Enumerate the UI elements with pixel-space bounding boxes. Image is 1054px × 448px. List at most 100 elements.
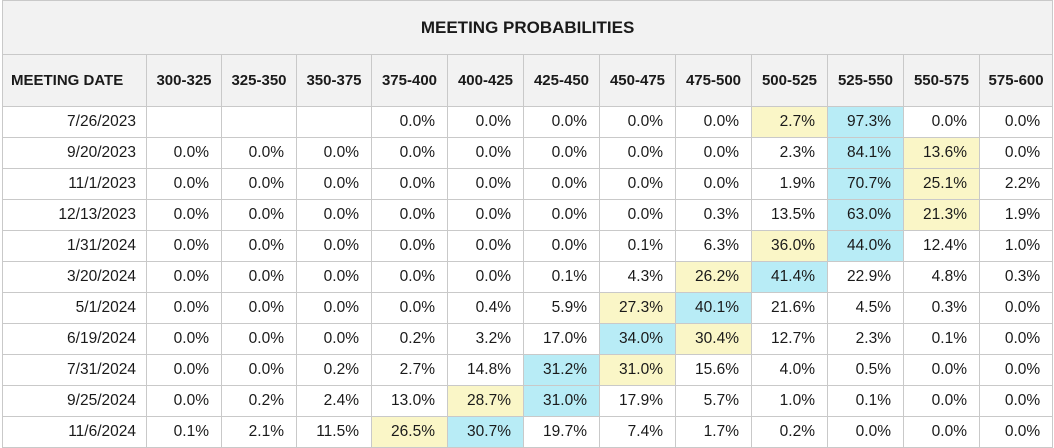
meeting-date-cell: 9/25/2024 (2, 385, 147, 417)
probability-cell: 0.0% (978, 416, 1054, 448)
probability-cell: 84.1% (827, 137, 904, 169)
table-body: 7/26/2023 0.0% 0.0% 0.0% 0.0% 0.0% 2.7% 97.3% 0.… (2, 106, 1054, 448)
probability-cell: 0.0% (599, 106, 676, 138)
probability-cell: 0.0% (978, 292, 1054, 324)
probability-cell: 0.0% (146, 385, 222, 417)
meeting-date-cell: 1/31/2024 (2, 230, 147, 262)
probability-cell: 0.0% (296, 230, 372, 262)
probability-cell: 0.0% (371, 137, 448, 169)
probability-cell: 0.0% (371, 199, 448, 231)
probability-cell: 0.0% (371, 168, 448, 200)
probability-cell: 1.9% (978, 199, 1054, 231)
probability-cell: 0.0% (978, 323, 1054, 355)
probability-cell: 31.2% (523, 354, 600, 386)
table-title: MEETING PROBABILITIES (1, 0, 1054, 55)
column-header-375-400: 375-400 (371, 54, 448, 107)
probability-cell: 0.0% (447, 168, 524, 200)
probability-cell: 0.0% (447, 106, 524, 138)
probability-cell: 0.0% (146, 261, 222, 293)
meeting-date-cell: 11/6/2024 (2, 416, 147, 448)
probability-cell: 0.0% (675, 137, 752, 169)
probability-cell: 0.3% (903, 292, 980, 324)
probability-cell: 21.6% (751, 292, 828, 324)
probability-cell: 21.3% (903, 199, 980, 231)
meeting-date-cell: 12/13/2023 (2, 199, 147, 231)
probability-cell: 0.0% (221, 230, 297, 262)
probability-cell: 31.0% (523, 385, 600, 417)
column-header-475-500: 475-500 (675, 54, 752, 107)
probability-cell: 63.0% (827, 199, 904, 231)
column-header-525-550: 525-550 (827, 54, 904, 107)
probability-cell: 2.4% (296, 385, 372, 417)
meeting-date-cell: 6/19/2024 (2, 323, 147, 355)
table-row: 7/26/2023 0.0% 0.0% 0.0% 0.0% 0.0% 2.7% 97.3% 0.… (2, 106, 1054, 138)
probability-cell: 0.1% (523, 261, 600, 293)
table-row: 11/1/2023 0.0% 0.0% 0.0% 0.0% 0.0% 0.0% 0.0% 0.0… (2, 168, 1054, 200)
probability-cell: 14.8% (447, 354, 524, 386)
probability-cell: 0.0% (146, 199, 222, 231)
probability-cell: 0.0% (447, 230, 524, 262)
probability-cell: 2.2% (978, 168, 1054, 200)
probability-cell: 13.0% (371, 385, 448, 417)
probability-cell (221, 106, 297, 138)
probability-cell: 0.1% (146, 416, 222, 448)
probability-cell: 5.7% (675, 385, 752, 417)
probability-cell: 0.0% (978, 137, 1054, 169)
probability-cell: 36.0% (751, 230, 828, 262)
probability-cell: 0.0% (903, 416, 980, 448)
probability-cell: 31.0% (599, 354, 676, 386)
column-header-500-525: 500-525 (751, 54, 828, 107)
probability-cell: 3.2% (447, 323, 524, 355)
probability-cell: 26.2% (675, 261, 752, 293)
probability-cell: 4.5% (827, 292, 904, 324)
probability-cell: 0.0% (221, 323, 297, 355)
table-row: 7/31/2024 0.0% 0.0% 0.2% 2.7% 14.8% 31.2% 31.0%… (2, 354, 1054, 386)
probability-cell: 28.7% (447, 385, 524, 417)
probability-cell: 0.2% (371, 323, 448, 355)
probability-cell: 0.0% (221, 137, 297, 169)
meeting-date-cell: 9/20/2023 (2, 137, 147, 169)
probability-cell: 25.1% (903, 168, 980, 200)
probability-cell: 1.9% (751, 168, 828, 200)
probability-cell: 2.7% (371, 354, 448, 386)
table-row: 12/13/2023 0.0% 0.0% 0.0% 0.0% 0.0% 0.0% 0.0% 0.… (2, 199, 1054, 231)
probability-cell: 0.1% (599, 230, 676, 262)
probability-cell: 4.0% (751, 354, 828, 386)
column-header-550-575: 550-575 (903, 54, 980, 107)
probability-cell: 0.0% (523, 199, 600, 231)
probability-cell: 2.7% (751, 106, 828, 138)
probability-cell: 0.0% (221, 354, 297, 386)
probability-cell: 2.3% (751, 137, 828, 169)
probability-cell: 0.0% (221, 168, 297, 200)
probability-cell: 0.0% (523, 168, 600, 200)
meeting-date-cell: 3/20/2024 (2, 261, 147, 293)
probability-cell: 70.7% (827, 168, 904, 200)
meeting-date-cell: 11/1/2023 (2, 168, 147, 200)
probability-cell: 1.0% (978, 230, 1054, 262)
probability-cell: 40.1% (675, 292, 752, 324)
probability-cell: 0.0% (296, 261, 372, 293)
probability-cell: 0.3% (978, 261, 1054, 293)
probability-cell: 11.5% (296, 416, 372, 448)
probability-cell: 0.0% (221, 292, 297, 324)
probability-cell: 15.6% (675, 354, 752, 386)
probability-cell: 0.0% (903, 106, 980, 138)
probability-cell (296, 106, 372, 138)
probability-cell: 0.0% (146, 354, 222, 386)
probability-cell: 0.0% (599, 168, 676, 200)
probability-cell: 0.0% (675, 168, 752, 200)
probability-cell: 34.0% (599, 323, 676, 355)
column-header-350-375: 350-375 (296, 54, 372, 107)
probability-cell: 6.3% (675, 230, 752, 262)
probability-cell: 0.0% (599, 137, 676, 169)
probability-cell: 0.4% (447, 292, 524, 324)
probability-cell: 0.0% (371, 106, 448, 138)
probability-cell: 0.0% (447, 137, 524, 169)
probability-cell: 4.8% (903, 261, 980, 293)
column-header-400-425: 400-425 (447, 54, 524, 107)
probability-cell: 0.0% (978, 385, 1054, 417)
probability-cell: 97.3% (827, 106, 904, 138)
column-header-meeting-date: MEETING DATE (2, 54, 147, 107)
probability-cell: 26.5% (371, 416, 448, 448)
